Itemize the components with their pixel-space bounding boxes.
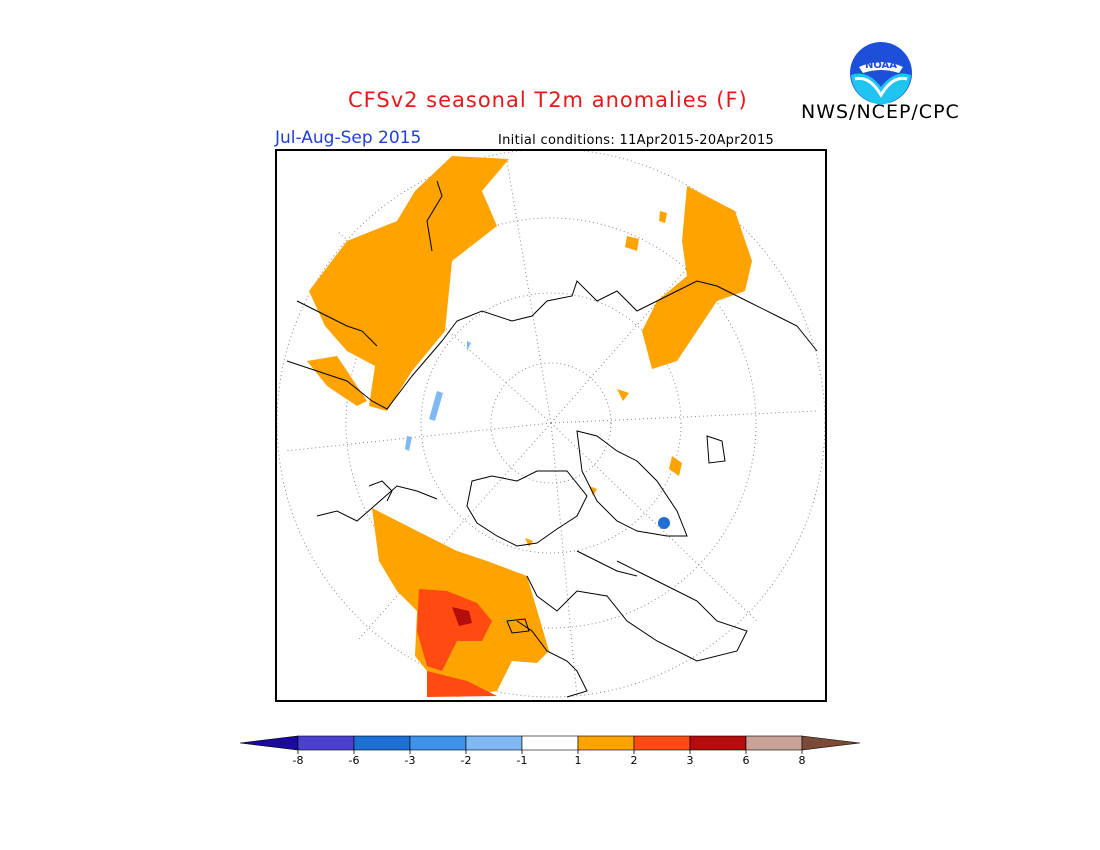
legend-tick-label: 8 bbox=[799, 754, 806, 767]
logo-text: NOAA bbox=[865, 60, 897, 71]
legend-bin bbox=[689, 735, 747, 751]
legend-tick-label: -1 bbox=[517, 754, 528, 767]
legend-tick-label: 1 bbox=[575, 754, 582, 767]
legend-arrow-high bbox=[801, 735, 861, 751]
legend-bin bbox=[577, 735, 635, 751]
legend-ticks: -8 -6 -3 -2 -1 1 2 3 6 8 bbox=[293, 750, 806, 767]
legend-bin bbox=[465, 735, 523, 751]
initial-conditions-label: Initial conditions: 11Apr2015-20Apr2015 bbox=[498, 133, 775, 148]
agency-label: NWS/NCEP/CPC bbox=[801, 101, 960, 123]
anomaly-shading bbox=[307, 156, 752, 697]
coastlines bbox=[286, 180, 818, 698]
map-panel bbox=[275, 148, 827, 702]
chart-title: CFSv2 seasonal T2m anomalies (F) bbox=[348, 88, 748, 112]
season-label: Jul-Aug-Sep 2015 bbox=[275, 128, 422, 148]
graticule bbox=[276, 148, 826, 698]
polar-map bbox=[276, 148, 826, 698]
legend-bin bbox=[633, 735, 691, 751]
legend-bins bbox=[239, 735, 861, 751]
legend-bin bbox=[745, 735, 803, 751]
legend-bin bbox=[297, 735, 355, 751]
noaa-logo-icon: NOAA bbox=[850, 42, 912, 105]
legend-tick-label: 3 bbox=[687, 754, 694, 767]
legend-bin bbox=[409, 735, 467, 751]
color-legend: -8 -6 -3 -2 -1 1 2 3 6 8 bbox=[239, 735, 861, 767]
legend-tick-label: -6 bbox=[349, 754, 360, 767]
legend-bin bbox=[353, 735, 411, 751]
legend-tick-label: -3 bbox=[405, 754, 416, 767]
legend-tick-label: -2 bbox=[461, 754, 472, 767]
legend-tick-label: -8 bbox=[293, 754, 304, 767]
legend-tick-label: 2 bbox=[631, 754, 638, 767]
legend-bin bbox=[521, 735, 579, 751]
legend-tick-label: 6 bbox=[743, 754, 750, 767]
legend-arrow-low bbox=[239, 735, 299, 751]
